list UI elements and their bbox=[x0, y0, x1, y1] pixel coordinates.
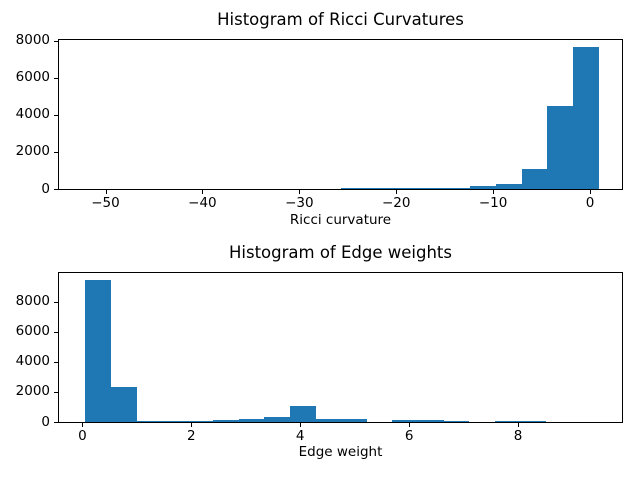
y-tick-label: 0 bbox=[41, 413, 50, 430]
y-tick-mark bbox=[54, 114, 58, 116]
x-tick-label: −50 bbox=[91, 195, 120, 211]
y-tick-mark bbox=[54, 331, 58, 333]
histogram-bar bbox=[443, 420, 470, 422]
y-tick-label: 0 bbox=[41, 180, 50, 197]
chart-title-ricci: Histogram of Ricci Curvatures bbox=[217, 10, 464, 29]
x-tick-mark bbox=[493, 190, 495, 194]
histogram-bar bbox=[572, 47, 599, 189]
histogram-bar bbox=[470, 186, 497, 189]
histogram-bar bbox=[521, 168, 548, 189]
histogram-bar bbox=[85, 280, 111, 422]
x-tick-mark bbox=[299, 190, 301, 194]
x-tick-mark bbox=[105, 190, 107, 194]
histogram-bar bbox=[161, 421, 188, 422]
histogram-bar bbox=[315, 418, 342, 422]
histogram-bar bbox=[520, 420, 547, 422]
y-tick-mark bbox=[54, 189, 58, 190]
plot-area-edge-weights bbox=[58, 272, 623, 423]
histogram-bar bbox=[494, 420, 521, 422]
histogram-bar bbox=[547, 106, 574, 189]
x-tick-label: 2 bbox=[187, 428, 196, 444]
x-tick-mark bbox=[202, 190, 204, 194]
histogram-bar bbox=[341, 187, 368, 189]
histogram-bar bbox=[418, 187, 445, 189]
x-tick-label: −10 bbox=[478, 195, 508, 211]
x-tick-mark bbox=[396, 190, 398, 194]
x-tick-label: 0 bbox=[78, 428, 87, 444]
histogram-bar bbox=[392, 419, 419, 422]
histogram-bar bbox=[444, 187, 471, 189]
y-tick-label: 6000 bbox=[15, 323, 50, 340]
y-tick-label: 8000 bbox=[15, 32, 50, 49]
histogram-bar bbox=[367, 188, 394, 189]
histogram-bar bbox=[341, 418, 367, 422]
y-tick-label: 2000 bbox=[15, 383, 50, 400]
x-tick-label: 4 bbox=[295, 428, 305, 444]
histogram-bar bbox=[495, 183, 522, 189]
x-axis-label-edge-weights: Edge weight bbox=[298, 444, 383, 460]
y-tick-mark bbox=[54, 391, 58, 393]
histogram-bar bbox=[417, 420, 444, 422]
y-tick-label: 4000 bbox=[15, 106, 50, 123]
x-tick-label: 0 bbox=[585, 195, 595, 211]
x-tick-label: −30 bbox=[285, 195, 314, 211]
x-tick-label: 6 bbox=[404, 428, 414, 444]
x-tick-label: 8 bbox=[513, 428, 523, 444]
histogram-bar bbox=[392, 188, 419, 189]
y-tick-mark bbox=[54, 151, 58, 153]
y-tick-label: 4000 bbox=[15, 353, 50, 370]
y-tick-label: 6000 bbox=[15, 69, 50, 86]
histogram-bar bbox=[110, 386, 137, 422]
x-tick-mark bbox=[590, 190, 592, 194]
x-tick-label: −20 bbox=[381, 195, 411, 211]
y-tick-mark bbox=[54, 422, 58, 423]
y-tick-mark bbox=[54, 361, 58, 363]
y-tick-mark bbox=[54, 301, 58, 303]
x-tick-mark bbox=[82, 423, 84, 427]
histogram-bar bbox=[136, 421, 163, 422]
histogram-bar bbox=[238, 419, 265, 422]
x-tick-mark bbox=[518, 423, 519, 427]
histogram-bar bbox=[213, 420, 239, 422]
y-tick-label: 8000 bbox=[15, 293, 50, 310]
x-tick-mark bbox=[300, 423, 302, 427]
y-tick-mark bbox=[54, 40, 58, 42]
histogram-bar bbox=[187, 421, 214, 422]
plot-area-ricci bbox=[58, 39, 623, 190]
x-tick-label: −40 bbox=[188, 195, 217, 211]
chart-title-edge-weights: Histogram of Edge weights bbox=[229, 243, 452, 262]
x-tick-mark bbox=[191, 423, 193, 427]
y-tick-mark bbox=[54, 77, 58, 79]
histogram-bar bbox=[264, 417, 291, 422]
y-tick-label: 2000 bbox=[15, 143, 50, 160]
x-tick-mark bbox=[409, 423, 411, 427]
histogram-bar bbox=[289, 405, 316, 422]
x-axis-label-ricci: Ricci curvature bbox=[289, 212, 392, 228]
